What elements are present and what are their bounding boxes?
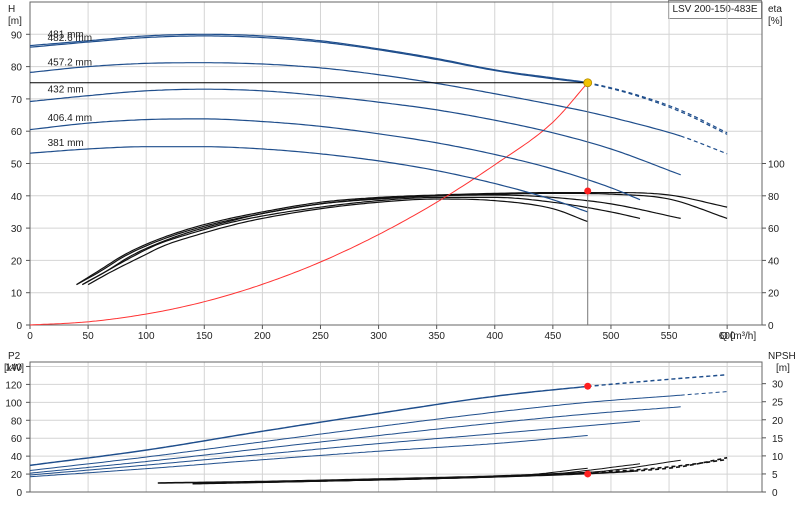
impeller-diameter-label: 381 mm	[48, 138, 84, 149]
p2-title: P2	[8, 351, 21, 362]
efficiency-curve	[82, 194, 681, 286]
y-left-tick-label: 50	[11, 160, 23, 171]
npsh-tick-label: 0	[772, 488, 778, 499]
p2-tick-label: 100	[5, 398, 22, 409]
p2-tick-label: 20	[11, 470, 23, 481]
duty-point-marker	[583, 78, 593, 88]
p2-tick-label: 120	[5, 380, 22, 391]
npsh-tick-label: 25	[772, 398, 784, 409]
y-right-title: eta	[768, 4, 782, 15]
head-curve-dashed	[680, 135, 728, 155]
impeller-diameter-label: 432 mm	[48, 85, 84, 96]
y-right-unit: [%]	[768, 16, 783, 27]
npsh-curve-dashed	[587, 458, 728, 474]
x-tick-label: 200	[254, 331, 271, 342]
x-tick-label: 600	[719, 331, 736, 342]
power-curve	[29, 386, 588, 467]
power-curve	[29, 420, 641, 476]
y-right-tick-label: 20	[768, 289, 780, 300]
p2-tick-label: 0	[16, 488, 22, 499]
npsh-curve-dashed	[634, 456, 728, 472]
x-tick-label: 150	[196, 331, 213, 342]
p2-tick-label: 140	[5, 362, 22, 373]
y-left-tick-label: 10	[11, 289, 23, 300]
head-curve	[29, 118, 641, 201]
y-left-tick-label: 40	[11, 192, 23, 203]
npsh-curve	[192, 467, 588, 485]
power-curve-dashed	[680, 391, 728, 396]
y-left-tick-label: 80	[11, 63, 23, 74]
y-left-tick-label: 20	[11, 256, 23, 267]
bottom-plot-frame	[29, 361, 763, 493]
p2-tick-label: 60	[11, 434, 23, 445]
x-tick-label: 350	[428, 331, 445, 342]
efficiency-curve	[87, 198, 588, 286]
y-left-tick-label: 30	[11, 224, 23, 235]
efficiency-curve	[76, 192, 728, 286]
power-curve	[29, 435, 588, 478]
y-left-tick-label: 60	[11, 127, 23, 138]
npsh-title: NPSH	[768, 351, 796, 362]
x-tick-label: 550	[661, 331, 678, 342]
y-right-tick-label: 40	[768, 256, 780, 267]
head-curve	[29, 146, 588, 213]
power-curve	[29, 394, 681, 471]
x-tick-label: 450	[545, 331, 562, 342]
power-curve	[29, 406, 681, 474]
y-right-tick-label: 80	[768, 192, 780, 203]
npsh-tick-label: 20	[772, 416, 784, 427]
head-curve	[29, 88, 681, 176]
x-tick-label: 300	[370, 331, 387, 342]
npsh-tick-label: 5	[772, 470, 778, 481]
power-duty-marker	[584, 382, 592, 390]
head-curve	[29, 33, 588, 84]
impeller-diameter-label: 482.6 mm	[48, 33, 92, 44]
npsh-tick-label: 15	[772, 434, 784, 445]
y-left-tick-label: 0	[16, 321, 22, 332]
npsh-tick-label: 10	[772, 452, 784, 463]
x-tick-label: 250	[312, 331, 329, 342]
x-tick-label: 50	[83, 331, 95, 342]
npsh-duty-marker	[584, 470, 592, 478]
head-curve	[29, 35, 588, 84]
efficiency-curve	[82, 196, 641, 286]
x-tick-label: 100	[138, 331, 155, 342]
power-curve-dashed	[587, 374, 728, 388]
y-right-tick-label: 60	[768, 224, 780, 235]
efficiency-duty-marker	[584, 187, 592, 195]
system-curve	[29, 82, 589, 326]
y-right-tick-label: 100	[768, 160, 785, 171]
y-right-tick-label: 0	[768, 321, 774, 332]
npsh-tick-label: 30	[772, 380, 784, 391]
y-left-unit: [m]	[8, 16, 22, 27]
y-left-tick-label: 70	[11, 95, 23, 106]
x-axis-label: Q [m³/h]	[720, 331, 756, 342]
y-left-tick-label: 90	[11, 30, 23, 41]
head-curve-dashed	[587, 82, 728, 135]
y-left-title: H	[8, 4, 15, 15]
impeller-diameter-label: 481 mm	[48, 30, 84, 41]
npsh-unit: [m]	[776, 363, 790, 374]
impeller-diameter-label: 406.4 mm	[48, 113, 92, 124]
x-tick-label: 500	[603, 331, 620, 342]
impeller-diameter-label: 457.2 mm	[48, 57, 92, 68]
head-curve	[29, 62, 681, 137]
x-tick-label: 400	[486, 331, 503, 342]
p2-tick-label: 80	[11, 416, 23, 427]
x-tick-label: 0	[27, 331, 33, 342]
head-curve-dashed	[587, 82, 728, 134]
power-curve	[29, 385, 588, 466]
p2-tick-label: 40	[11, 452, 23, 463]
p2-unit: [kW]	[4, 363, 24, 374]
